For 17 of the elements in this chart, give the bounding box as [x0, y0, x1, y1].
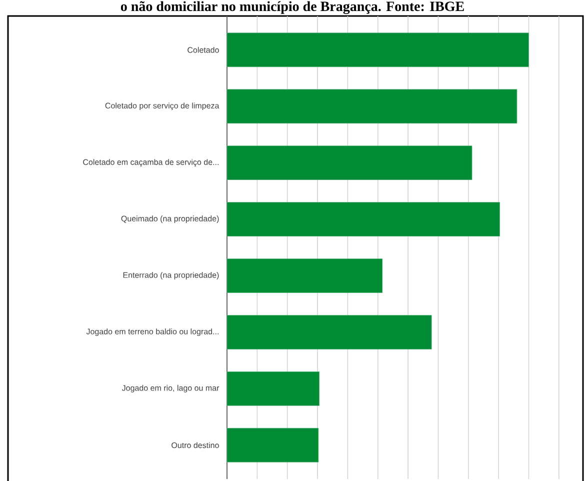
y-tick-label: Coletado em caçamba de serviço de...	[83, 159, 218, 167]
bar	[226, 428, 319, 462]
y-tick-label: Queimado (na propriedade)	[121, 216, 219, 223]
bar	[226, 371, 320, 406]
y-tick-label: Coletado	[188, 46, 219, 53]
bar	[226, 258, 383, 293]
bar	[226, 146, 472, 180]
chart-title: o não domiciliar no município de Bragança. Fonte: IBGE	[120, 1, 464, 14]
bar	[226, 202, 500, 236]
y-tick-label: Jogado em terreno baldio ou lograd...	[86, 328, 218, 336]
y-tick-label: Coletado por serviço de limpeza	[105, 102, 220, 110]
y-tick-label: Outro destino	[172, 442, 219, 448]
y-tick-label: Enterrado (na propriedade)	[123, 272, 219, 280]
bar	[226, 89, 518, 124]
y-tick-label: Jogado em rio, lago ou mar	[122, 384, 220, 392]
bar	[226, 32, 529, 68]
bar	[226, 315, 432, 350]
